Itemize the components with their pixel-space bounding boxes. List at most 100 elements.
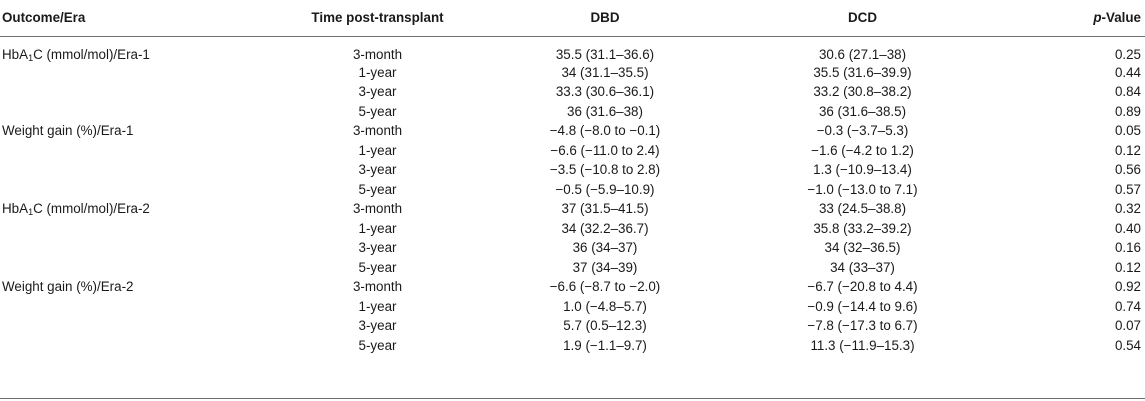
cell-outcome bbox=[0, 316, 270, 336]
outcome-subscript: 1 bbox=[28, 52, 34, 63]
cell-time: 5-year bbox=[358, 259, 397, 275]
cell-dcd: 33.2 (30.8–38.2) bbox=[813, 84, 912, 100]
cell-time: 3-month bbox=[352, 47, 403, 62]
cell-dcd: −0.9 (−14.4 to 9.6) bbox=[807, 298, 918, 314]
cell-dbd: 37 (34–39) bbox=[572, 259, 638, 275]
cell-time: 3-year bbox=[358, 318, 397, 334]
cell-time: 5-year bbox=[358, 181, 397, 197]
cell-outcome bbox=[0, 102, 270, 122]
cell-pvalue: 0.74 bbox=[1114, 298, 1141, 314]
cell-time: 1-year bbox=[358, 64, 397, 80]
cell-dbd: −6.6 (−8.7 to −2.0) bbox=[549, 279, 661, 295]
results-table: Outcome/Era Time post-transplant DBD DCD… bbox=[0, 0, 1145, 355]
cell-outcome bbox=[0, 219, 270, 239]
cell-dbd: 5.7 (0.5–12.3) bbox=[563, 318, 647, 334]
cell-dcd: −0.3 (−3.7–5.3) bbox=[816, 123, 909, 139]
cell-outcome: Weight gain (%)/Era-2 bbox=[0, 277, 270, 297]
outcome-text: HbA bbox=[2, 200, 29, 216]
table-body: HbA1C (mmol/mol)/Era-1 3-month 35.5 (31.1–… bbox=[0, 36, 1145, 355]
cell-dcd: 30.6 (27.1–38) bbox=[818, 47, 907, 62]
cell-pvalue: 0.32 bbox=[1114, 201, 1141, 217]
cell-dcd: 34 (33–37) bbox=[830, 259, 895, 275]
cell-dbd: −4.8 (−8.0 to −0.1) bbox=[549, 123, 661, 139]
cell-time: 3-year bbox=[358, 162, 397, 178]
cell-dcd: −1.6 (−4.2 to 1.2) bbox=[811, 142, 914, 158]
cell-dbd: 1.0 (−4.8–5.7) bbox=[563, 298, 647, 314]
cell-pvalue: 0.12 bbox=[1114, 142, 1141, 158]
cell-pvalue: 0.56 bbox=[1114, 162, 1141, 178]
cell-pvalue: 0.40 bbox=[1114, 220, 1141, 236]
cell-dcd: −6.7 (−20.8 to 4.4) bbox=[807, 279, 918, 295]
table-row: Weight gain (%)/Era-1 3-month −4.8 (−8.0 t… bbox=[0, 121, 1145, 141]
table-row: 3-year 5.7 (0.5–12.3) −7.8 (−17.3 to 6.7) 0… bbox=[0, 316, 1145, 336]
cell-dbd: −6.6 (−11.0 to 2.4) bbox=[550, 142, 660, 158]
cell-dbd: 1.9 (−1.1–9.7) bbox=[563, 337, 647, 353]
table-row: HbA1C (mmol/mol)/Era-1 3-month 35.5 (31.1–… bbox=[0, 36, 1145, 63]
cell-outcome: HbA1C (mmol/mol)/Era-2 bbox=[0, 199, 270, 219]
cell-pvalue: 0.12 bbox=[1114, 259, 1141, 275]
cell-pvalue: 0.07 bbox=[1114, 318, 1141, 334]
header-row: Outcome/Era Time post-transplant DBD DCD… bbox=[0, 0, 1145, 37]
header-dcd: DCD bbox=[725, 0, 1000, 37]
cell-dbd: 37 (31.5–41.5) bbox=[561, 201, 649, 217]
cell-pvalue: 0.54 bbox=[1114, 337, 1141, 353]
cell-dbd: 35.5 (31.1–36.6) bbox=[555, 47, 655, 62]
table-row: Weight gain (%)/Era-2 3-month −6.6 (−8.7 t… bbox=[0, 277, 1145, 297]
cell-dcd: 34 (32–36.5) bbox=[824, 240, 901, 256]
header-pvalue: p-Value bbox=[1000, 0, 1145, 37]
cell-time: 5-year bbox=[358, 103, 397, 119]
table-row: 5-year −0.5 (−5.9–10.9) −1.0 (−13.0 to 7.1… bbox=[0, 180, 1145, 200]
header-outcome: Outcome/Era bbox=[0, 0, 270, 37]
header-pvalue-italic: p bbox=[1093, 10, 1102, 26]
cell-pvalue: 0.89 bbox=[1114, 103, 1141, 119]
cell-dbd: 33.3 (30.6–36.1) bbox=[555, 84, 655, 100]
cell-pvalue: 0.44 bbox=[1114, 64, 1141, 80]
cell-dcd: −1.0 (−13.0 to 7.1) bbox=[807, 181, 918, 197]
cell-time: 3-month bbox=[352, 201, 403, 217]
outcome-subscript: 1 bbox=[28, 206, 34, 217]
cell-time: 3-year bbox=[358, 84, 397, 100]
cell-dbd: 34 (32.2–36.7) bbox=[561, 220, 649, 236]
cell-time: 5-year bbox=[358, 337, 397, 353]
cell-dcd: −7.8 (−17.3 to 6.7) bbox=[807, 318, 918, 334]
cell-time: 1-year bbox=[358, 220, 397, 236]
cell-outcome bbox=[0, 336, 270, 356]
header-time: Time post-transplant bbox=[270, 0, 485, 37]
cell-outcome: HbA1C (mmol/mol)/Era-1 bbox=[0, 36, 270, 63]
cell-dbd: 36 (34–37) bbox=[572, 240, 638, 256]
cell-dbd: 34 (31.1–35.5) bbox=[561, 64, 649, 80]
table-row: 5-year 37 (34–39) 34 (33–37) 0.12 bbox=[0, 258, 1145, 278]
cell-outcome bbox=[0, 297, 270, 317]
header-pvalue-rest: -Value bbox=[1101, 10, 1141, 26]
header-dbd: DBD bbox=[485, 0, 725, 37]
table-row: 3-year −3.5 (−10.8 to 2.8) 1.3 (−10.9–13.4… bbox=[0, 160, 1145, 180]
cell-outcome bbox=[0, 82, 270, 102]
table-row: HbA1C (mmol/mol)/Era-2 3-month 37 (31.5–41… bbox=[0, 199, 1145, 219]
cell-dcd: 35.5 (31.6–39.9) bbox=[813, 64, 912, 80]
outcome-text-suffix: C (mmol/mol)/Era-1 bbox=[33, 46, 150, 62]
cell-outcome bbox=[0, 238, 270, 258]
table-row: 1-year 34 (31.1–35.5) 35.5 (31.6–39.9) 0.44 bbox=[0, 63, 1145, 83]
cell-time: 3-month bbox=[352, 123, 403, 139]
cell-dcd: 11.3 (−11.9–15.3) bbox=[810, 337, 915, 353]
cell-dcd: 35.8 (33.2–39.2) bbox=[813, 220, 912, 236]
table-row: 5-year 1.9 (−1.1–9.7) 11.3 (−11.9–15.3) 0.5… bbox=[0, 336, 1145, 356]
cell-outcome: Weight gain (%)/Era-1 bbox=[0, 121, 270, 141]
cell-outcome bbox=[0, 180, 270, 200]
cell-time: 3-year bbox=[358, 240, 397, 256]
cell-dbd: −0.5 (−5.9–10.9) bbox=[555, 181, 655, 197]
cell-pvalue: 0.57 bbox=[1114, 181, 1141, 197]
cell-dbd: 36 (31.6–38) bbox=[567, 103, 643, 119]
cell-outcome bbox=[0, 160, 270, 180]
cell-outcome bbox=[0, 141, 270, 161]
cell-pvalue: 0.92 bbox=[1114, 279, 1141, 295]
cell-pvalue: 0.05 bbox=[1114, 123, 1141, 139]
cell-time: 1-year bbox=[358, 298, 397, 314]
table-row: 5-year 36 (31.6–38) 36 (31.6–38.5) 0.89 bbox=[0, 102, 1145, 122]
table-row: 3-year 36 (34–37) 34 (32–36.5) 0.16 bbox=[0, 238, 1145, 258]
cell-pvalue: 0.16 bbox=[1114, 240, 1141, 256]
outcome-text: HbA bbox=[2, 46, 29, 62]
cell-outcome bbox=[0, 258, 270, 278]
cell-dcd: 33 (24.5–38.8) bbox=[818, 201, 907, 217]
